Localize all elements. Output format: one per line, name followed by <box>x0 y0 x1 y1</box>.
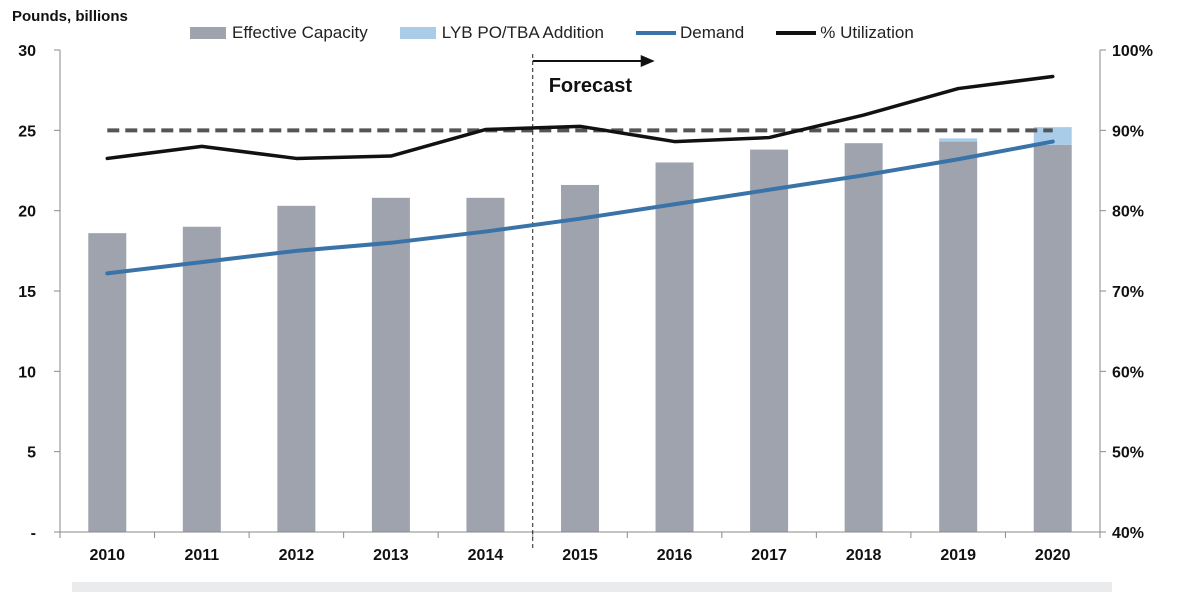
x-tick-label: 2010 <box>89 547 125 564</box>
x-tick-label: 2017 <box>751 547 787 564</box>
bar-effective-capacity-2018 <box>844 143 883 533</box>
bar-effective-capacity-2019 <box>939 141 978 532</box>
y-right-tick-label: 40% <box>1112 525 1144 542</box>
legend-item-effective-capacity: Effective Capacity <box>190 23 368 43</box>
y-left-tick-label: 15 <box>18 284 36 301</box>
legend-swatch-utilization <box>776 31 817 35</box>
x-tick-label: 2015 <box>562 547 598 564</box>
bar-effective-capacity-2020 <box>1033 144 1072 532</box>
bar-effective-capacity-2012 <box>277 205 316 532</box>
bar-effective-capacity-2011 <box>182 226 221 532</box>
bar-lyb-addition-2020 <box>1033 127 1072 145</box>
legend-label-lyb-addition: LYB PO/TBA Addition <box>441 23 604 42</box>
y-left-tick-label: 25 <box>18 123 36 140</box>
legend-label-effective-capacity: Effective Capacity <box>232 23 368 42</box>
legend-label-utilization: % Utilization <box>820 23 914 42</box>
x-tick-label: 2014 <box>468 547 504 564</box>
y-right-tick-label: 80% <box>1112 204 1144 221</box>
legend-item-lyb-addition: LYB PO/TBA Addition <box>399 23 604 43</box>
legend-item-utilization: % Utilization <box>776 23 914 43</box>
y-left-tick-label: 10 <box>18 364 36 381</box>
x-tick-label: 2020 <box>1035 547 1071 564</box>
bar-lyb-addition-2019 <box>939 138 978 142</box>
y-left-tick-label: 5 <box>27 445 36 462</box>
bar-effective-capacity-2013 <box>371 197 410 532</box>
y-left-tick-label: - <box>31 525 36 542</box>
x-tick-label: 2018 <box>846 547 882 564</box>
forecast-arrow-head <box>640 55 655 67</box>
x-tick-label: 2012 <box>279 547 315 564</box>
chart-legend: Effective Capacity LYB PO/TBA Addition D… <box>190 22 946 44</box>
bar-effective-capacity-2014 <box>466 197 505 532</box>
y-right-tick-label: 70% <box>1112 284 1144 301</box>
x-tick-label: 2016 <box>657 547 693 564</box>
y-left-tick-label: 30 <box>18 43 36 60</box>
forecast-label: Forecast <box>549 75 633 97</box>
x-tick-label: 2019 <box>940 547 976 564</box>
y-left-tick-label: 20 <box>18 204 36 221</box>
bar-effective-capacity-2010 <box>88 233 127 532</box>
y-right-tick-label: 90% <box>1112 123 1144 140</box>
legend-swatch-demand <box>636 31 676 35</box>
bar-effective-capacity-2017 <box>750 149 789 532</box>
legend-item-demand: Demand <box>636 23 744 43</box>
y-right-tick-label: 100% <box>1112 43 1153 60</box>
legend-label-demand: Demand <box>680 23 745 42</box>
y-right-tick-label: 50% <box>1112 445 1144 462</box>
x-tick-label: 2013 <box>373 547 409 564</box>
y-right-tick-label: 60% <box>1112 364 1144 381</box>
bottom-band <box>72 582 1112 592</box>
y-axis-title: Pounds, billions <box>12 8 128 25</box>
bar-effective-capacity-2016 <box>655 162 694 532</box>
legend-swatch-lyb-addition <box>399 27 436 39</box>
x-tick-label: 2011 <box>184 547 219 564</box>
legend-swatch-effective-capacity <box>190 27 226 39</box>
bar-effective-capacity-2015 <box>561 184 599 532</box>
